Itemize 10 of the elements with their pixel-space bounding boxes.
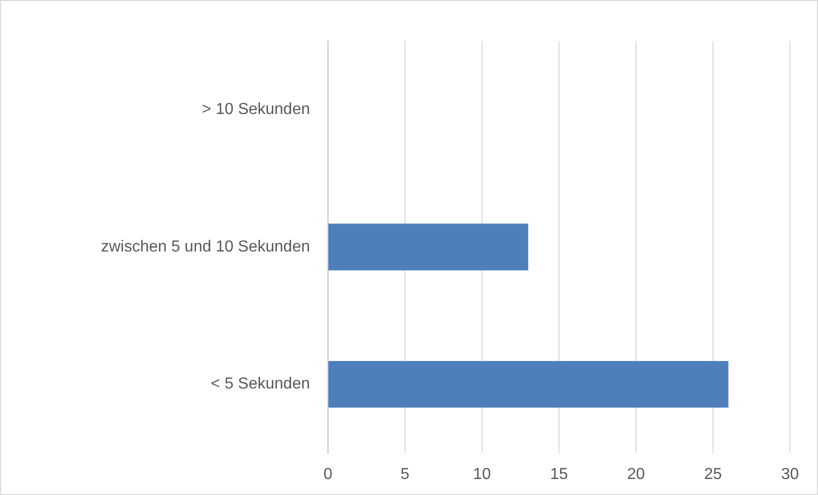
y-tick-label: < 5 Sekunden [210, 376, 310, 393]
x-tick-label: 30 [781, 466, 799, 484]
x-tick-label: 10 [473, 466, 491, 484]
y-tick-label: zwischen 5 und 10 Sekunden [100, 238, 310, 256]
y-tick-label: > 10 Sekunden [202, 101, 310, 118]
x-tick-label: 0 [324, 466, 333, 484]
x-tick-label: 25 [704, 466, 722, 484]
x-tick-label: 15 [550, 466, 568, 484]
x-tick-label: 5 [400, 466, 410, 484]
x-tick-label: 20 [627, 466, 645, 484]
